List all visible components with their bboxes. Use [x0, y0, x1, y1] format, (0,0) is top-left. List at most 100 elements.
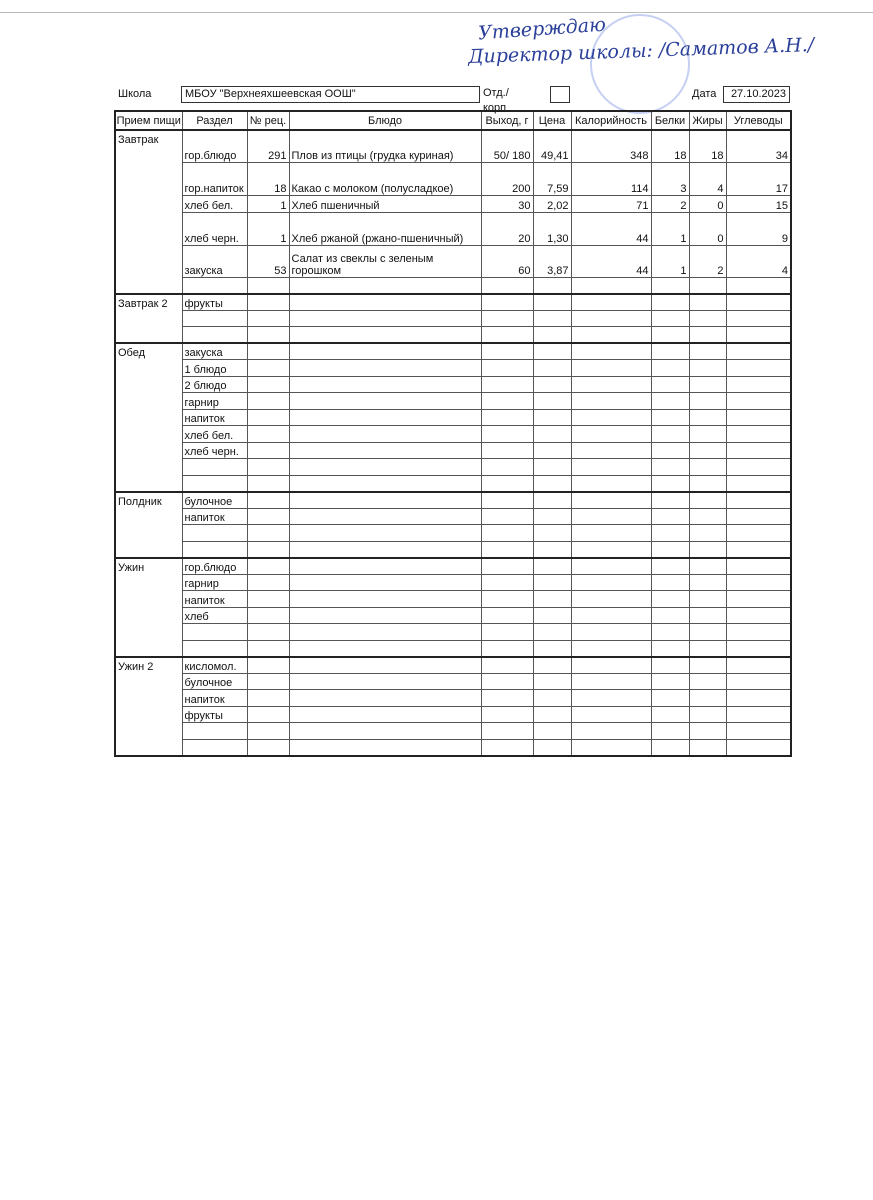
- cell-fat: [688, 540, 727, 559]
- cell-calories: [570, 458, 652, 476]
- cell-carbs: [725, 507, 792, 525]
- cell-section: напиток: [181, 507, 248, 525]
- cell-section: закуска: [181, 244, 248, 278]
- cell-recipe: [246, 342, 290, 360]
- menu-table: Прием пищи Раздел № рец. Блюдо Выход, г Цена К…: [114, 110, 792, 757]
- cell-yield: [480, 623, 534, 641]
- cell-yield: [480, 507, 534, 525]
- cell-yield: [480, 392, 534, 410]
- cell-calories: [570, 689, 652, 707]
- table-row: Обед закуска: [114, 342, 792, 493]
- table-row: гор.напиток 18 Какао с молоком (полусладко…: [115, 161, 792, 196]
- cell-fat: [688, 656, 727, 674]
- cell-protein: [650, 408, 690, 426]
- cell-price: 2,02: [532, 194, 572, 213]
- cell-price: [532, 623, 572, 641]
- cell-dish: [288, 705, 482, 723]
- cell-yield: 30: [480, 194, 534, 213]
- cell-protein: 1: [650, 211, 690, 246]
- cell-calories: [570, 540, 652, 559]
- school-label: Школа: [118, 88, 152, 100]
- cell-dish: [288, 606, 482, 624]
- cell-calories: [570, 293, 652, 311]
- cell-dish: [288, 276, 482, 295]
- cell-carbs: [725, 441, 792, 459]
- cell-price: [532, 293, 572, 311]
- cell-yield: [480, 722, 534, 740]
- cell-section: гарнир: [181, 392, 248, 410]
- cell-carbs: [725, 639, 792, 658]
- cell-calories: [570, 606, 652, 624]
- cell-protein: 2: [650, 194, 690, 213]
- cell-protein: [650, 672, 690, 690]
- cell-section: [181, 540, 248, 559]
- cell-protein: [650, 309, 690, 327]
- cell-calories: [570, 342, 652, 360]
- cell-calories: [570, 722, 652, 740]
- cell-dish: Хлеб пшеничный: [288, 194, 482, 213]
- table-row: [115, 738, 792, 757]
- cell-protein: [650, 623, 690, 641]
- cell-calories: [570, 507, 652, 525]
- cell-calories: [570, 672, 652, 690]
- cell-yield: [480, 738, 534, 757]
- cell-carbs: [725, 392, 792, 410]
- cell-calories: [570, 326, 652, 344]
- cell-calories: [570, 375, 652, 393]
- cell-section: фрукты: [181, 293, 248, 311]
- meal-name: Полдник: [114, 491, 183, 559]
- cell-fat: 18: [688, 129, 727, 163]
- cell-calories: 44: [570, 244, 652, 278]
- cell-section: напиток: [181, 689, 248, 707]
- cell-carbs: [725, 738, 792, 757]
- cell-fat: [688, 507, 727, 525]
- column-header: Прием пищи: [114, 110, 183, 131]
- cell-fat: [688, 293, 727, 311]
- cell-calories: [570, 738, 652, 757]
- cell-fat: [688, 441, 727, 459]
- cell-yield: [480, 672, 534, 690]
- cell-calories: [570, 441, 652, 459]
- cell-fat: [688, 557, 727, 575]
- cell-yield: [480, 342, 534, 360]
- cell-dish: [288, 425, 482, 443]
- cell-protein: [650, 557, 690, 575]
- cell-recipe: [246, 491, 290, 509]
- cell-carbs: [725, 326, 792, 344]
- cell-section: хлеб бел.: [181, 194, 248, 213]
- column-header: № рец.: [246, 110, 290, 131]
- cell-dish: [288, 293, 482, 311]
- cell-fat: [688, 359, 727, 377]
- cell-fat: [688, 342, 727, 360]
- cell-protein: [650, 524, 690, 542]
- cell-dish: Хлеб ржаной (ржано-пшеничный): [288, 211, 482, 246]
- cell-yield: 50/ 180: [480, 129, 534, 163]
- cell-dish: [288, 408, 482, 426]
- cell-fat: [688, 458, 727, 476]
- cell-dish: [288, 672, 482, 690]
- cell-yield: [480, 590, 534, 608]
- cell-carbs: [725, 656, 792, 674]
- cell-protein: [650, 491, 690, 509]
- cell-carbs: [725, 557, 792, 575]
- cell-price: [532, 458, 572, 476]
- cell-yield: [480, 606, 534, 624]
- cell-recipe: [246, 590, 290, 608]
- date: 27.10.2023: [723, 86, 790, 103]
- cell-section: [181, 276, 248, 295]
- cell-yield: [480, 524, 534, 542]
- cell-calories: [570, 408, 652, 426]
- cell-calories: [570, 491, 652, 509]
- cell-price: [532, 639, 572, 658]
- table-row: [115, 524, 792, 542]
- cell-carbs: [725, 408, 792, 426]
- cell-section: [181, 309, 248, 327]
- cell-protein: [650, 458, 690, 476]
- cell-section: гарнир: [181, 573, 248, 591]
- cell-section: булочное: [181, 491, 248, 509]
- cell-dish: [288, 326, 482, 344]
- cell-price: [532, 540, 572, 559]
- cell-section: напиток: [181, 408, 248, 426]
- cell-price: 3,87: [532, 244, 572, 278]
- cell-price: [532, 326, 572, 344]
